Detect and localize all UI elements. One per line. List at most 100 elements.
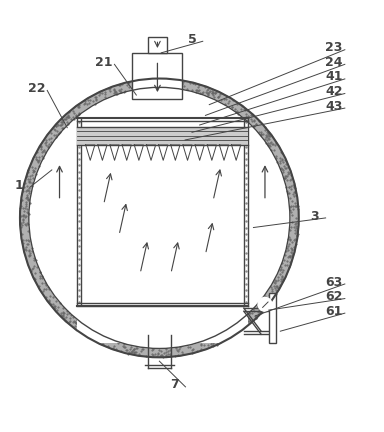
Circle shape [111,287,126,302]
Bar [269,293,276,343]
Circle shape [29,87,290,349]
Circle shape [147,207,162,222]
Circle shape [120,187,136,202]
Text: 42: 42 [325,85,343,98]
Circle shape [200,207,215,222]
Circle shape [218,167,233,182]
Text: 62: 62 [325,290,343,303]
Circle shape [182,207,197,222]
Circle shape [231,308,245,322]
Circle shape [186,327,200,341]
Circle shape [227,267,242,283]
Circle shape [227,187,242,202]
Circle shape [138,267,153,283]
Circle shape [227,147,242,162]
Circle shape [93,167,109,182]
Circle shape [84,227,100,242]
Circle shape [216,327,230,341]
Text: 22: 22 [28,82,45,95]
Circle shape [156,147,171,162]
Circle shape [156,308,170,322]
Circle shape [164,207,180,222]
Circle shape [218,207,233,222]
Circle shape [111,247,126,262]
Circle shape [111,167,126,182]
Circle shape [102,187,118,202]
Circle shape [138,227,153,242]
Circle shape [120,147,136,162]
Text: 24: 24 [325,56,343,69]
Circle shape [120,227,136,242]
Circle shape [126,308,140,322]
Text: 41: 41 [325,70,343,83]
Circle shape [93,207,109,222]
Circle shape [171,327,185,341]
Circle shape [120,267,136,283]
Circle shape [191,267,206,283]
Circle shape [191,147,206,162]
Circle shape [84,267,100,283]
Circle shape [81,327,95,341]
Text: 43: 43 [325,100,343,113]
Circle shape [186,308,200,322]
Circle shape [111,327,125,341]
Circle shape [200,167,215,182]
Circle shape [218,247,233,262]
Circle shape [102,267,118,283]
Circle shape [81,308,95,322]
Circle shape [111,308,125,322]
Text: 61: 61 [325,305,343,318]
Circle shape [201,327,215,341]
Circle shape [129,247,144,262]
Circle shape [138,147,153,162]
Bar [81,118,244,306]
Circle shape [209,147,224,162]
Circle shape [200,287,215,302]
Text: 5: 5 [188,33,196,46]
Circle shape [173,227,189,242]
Circle shape [231,327,245,341]
Circle shape [102,147,118,162]
Circle shape [209,187,224,202]
Circle shape [182,167,197,182]
Circle shape [141,308,155,322]
Text: 63: 63 [326,276,343,289]
Text: 1: 1 [15,179,23,192]
Text: 3: 3 [311,210,319,222]
Circle shape [93,287,109,302]
Text: 7: 7 [170,378,179,391]
Circle shape [156,227,171,242]
Text: 23: 23 [325,41,343,54]
Circle shape [209,227,224,242]
Circle shape [156,267,171,283]
Circle shape [191,227,206,242]
Circle shape [147,247,162,262]
Circle shape [182,247,197,262]
Circle shape [141,327,155,341]
Circle shape [209,267,224,283]
Circle shape [129,287,144,302]
Circle shape [258,297,272,311]
Circle shape [182,287,197,302]
Circle shape [164,167,180,182]
Circle shape [201,308,215,322]
Circle shape [129,207,144,222]
Circle shape [147,287,162,302]
Circle shape [164,287,180,302]
Circle shape [173,187,189,202]
Circle shape [216,308,230,322]
Circle shape [84,147,100,162]
Circle shape [96,327,110,341]
Circle shape [129,167,144,182]
Circle shape [93,247,109,262]
Text: 21: 21 [95,56,113,69]
Circle shape [20,79,299,357]
Circle shape [17,76,301,360]
Circle shape [147,167,162,182]
Circle shape [171,308,185,322]
Circle shape [84,187,100,202]
Circle shape [102,227,118,242]
Circle shape [191,187,206,202]
Bar [148,38,167,53]
Circle shape [200,247,215,262]
